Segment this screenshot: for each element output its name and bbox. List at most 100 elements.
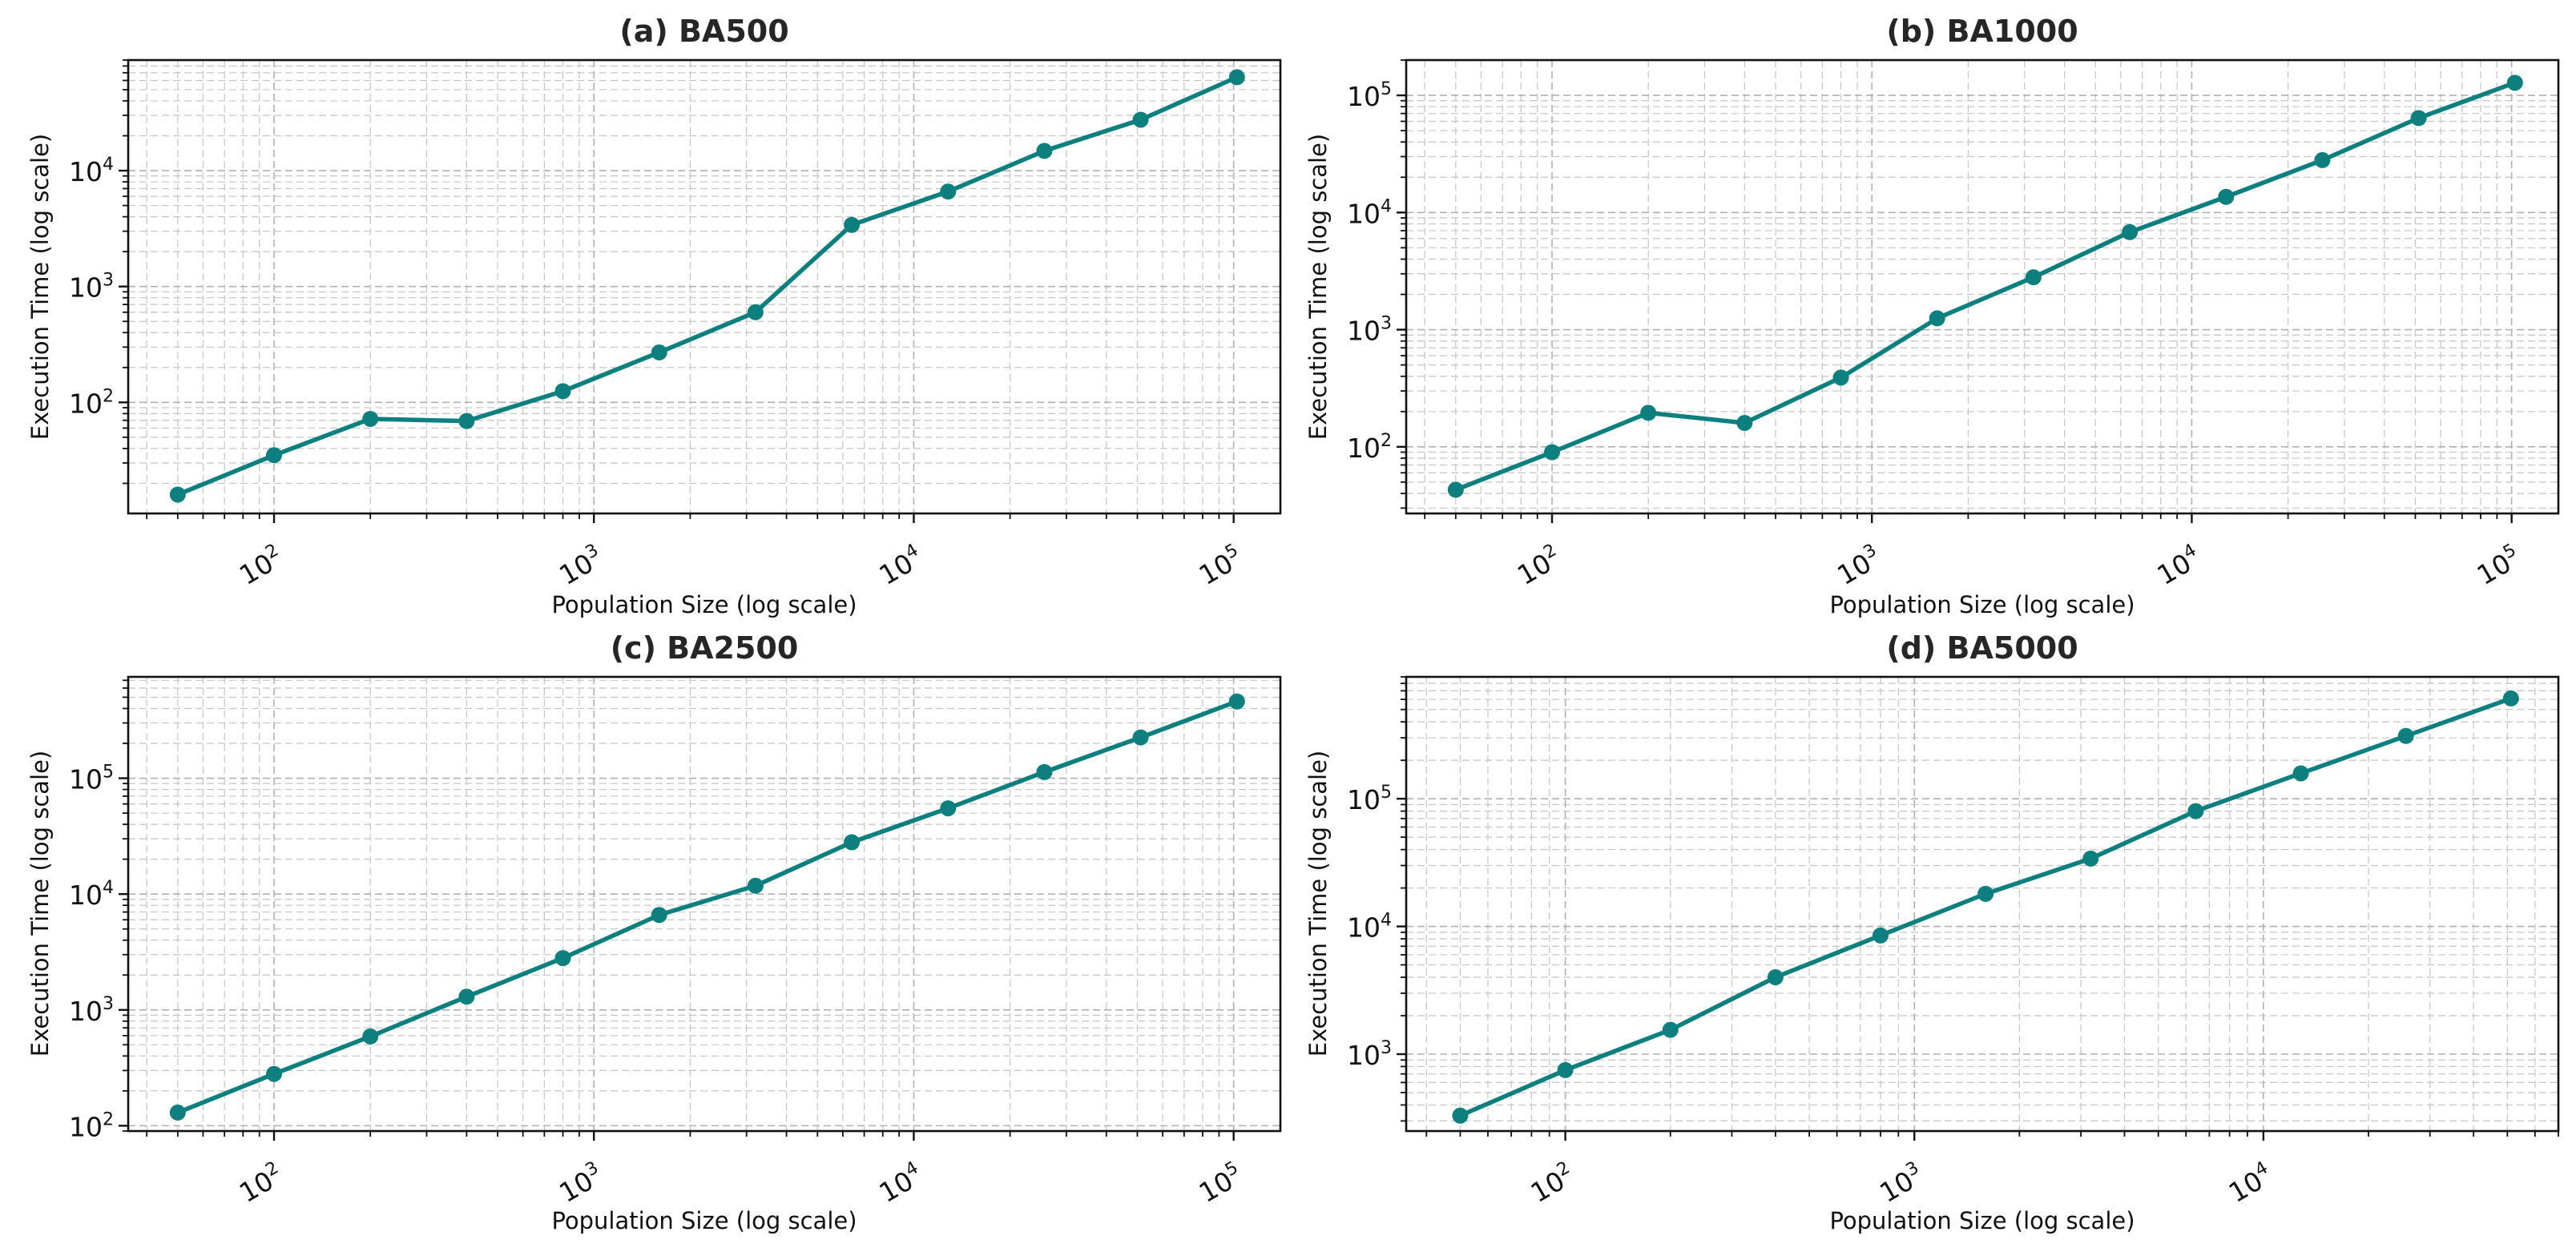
panel-b-xlabel: Population Size (log scale) — [1829, 591, 2135, 618]
data-point — [1977, 885, 1994, 902]
data-point — [1228, 69, 1245, 86]
series-line — [175, 74, 1240, 497]
data-point — [1557, 1061, 1574, 1078]
y-tick-label: 104 — [69, 155, 114, 187]
x-tick-label: 104 — [873, 540, 928, 591]
data-point — [458, 413, 475, 429]
y-tick-label: 102 — [69, 1109, 114, 1142]
y-tick-label: 104 — [1347, 911, 1392, 944]
series-line — [1453, 80, 2518, 493]
panel-a-xlabel: Population Size (log scale) — [551, 591, 857, 618]
plot-frame — [1405, 675, 2560, 1133]
data-point — [2292, 765, 2309, 782]
plot-frame — [1405, 58, 2560, 515]
data-point — [2122, 223, 2139, 240]
panel-d-title: (d) BA5000 — [1886, 630, 2078, 666]
panel-a-ylabel: Execution Time (log scale) — [26, 134, 54, 441]
panel-a-title: (a) BA500 — [619, 14, 788, 49]
panel-c-xlabel: Population Size (log scale) — [551, 1207, 857, 1234]
data-point — [169, 1104, 186, 1121]
panel-c: (c) BA2500 102 103 104 105 102 103 104 105 Popu… — [26, 630, 1282, 1234]
panel-d-ylabel: Execution Time (log scale) — [1304, 751, 1332, 1057]
x-tick-label: 103 — [553, 540, 608, 591]
data-point — [940, 800, 957, 817]
y-tick-label: 102 — [1347, 431, 1392, 464]
data-point — [1640, 405, 1657, 421]
data-point — [1832, 369, 1849, 386]
panel-c-title: (c) BA2500 — [611, 630, 799, 666]
x-tick-label: 102 — [1511, 540, 1566, 591]
data-point — [362, 410, 379, 427]
x-tick-label: 103 — [553, 1157, 608, 1209]
data-point — [2082, 850, 2099, 867]
y-tick-label: 103 — [69, 994, 114, 1027]
axis-ticks — [119, 59, 1235, 523]
y-tick-label: 103 — [69, 271, 114, 304]
data-point — [1736, 414, 1753, 431]
x-tick-label: 104 — [2151, 540, 2206, 591]
data-point — [940, 183, 957, 200]
x-tick-label: 103 — [1873, 1157, 1929, 1209]
x-tick-label: 105 — [1193, 540, 1248, 591]
data-point — [1662, 1021, 1679, 1038]
panel-d-xlabel: Population Size (log scale) — [1829, 1207, 2135, 1234]
x-tick-label: 104 — [873, 1157, 928, 1209]
series-line — [1457, 696, 2514, 1118]
data-point — [747, 877, 764, 894]
data-point — [1132, 111, 1149, 128]
axis-ticks — [1397, 59, 2513, 523]
x-tick-label: 102 — [233, 1157, 288, 1209]
data-point — [1767, 969, 1784, 986]
y-tick-label: 103 — [1347, 1038, 1392, 1071]
data-point — [1447, 481, 1464, 498]
x-tick-label: 105 — [2471, 540, 2526, 591]
data-point — [844, 834, 861, 851]
data-point — [1929, 310, 1945, 327]
data-point — [1873, 927, 1889, 944]
data-point — [1036, 143, 1053, 159]
data-point — [2397, 727, 2414, 744]
data-point — [747, 304, 764, 320]
data-point — [2314, 151, 2331, 168]
panel-b-ylabel: Execution Time (log scale) — [1304, 134, 1332, 441]
data-point — [651, 907, 667, 924]
panel-d: (d) BA5000 102 103 104 103 104 105 Population… — [1304, 630, 2560, 1234]
panel-b: (b) BA1000 102 103 104 105 102 103 104 105 Popu… — [1304, 14, 2560, 618]
plot-frame — [127, 675, 1282, 1133]
data-point — [2187, 803, 2204, 819]
y-tick-label: 103 — [1347, 314, 1392, 347]
y-tick-label: 102 — [69, 386, 114, 419]
data-point — [169, 486, 186, 503]
data-point — [2506, 74, 2523, 91]
panel-b-title: (b) BA1000 — [1886, 14, 2078, 49]
grid — [128, 677, 1280, 1132]
data-point — [1544, 444, 1561, 461]
data-point — [458, 988, 475, 1005]
data-point — [651, 344, 667, 360]
y-tick-label: 104 — [1347, 196, 1392, 229]
series-line — [175, 698, 1240, 1115]
panel-c-ylabel: Execution Time (log scale) — [26, 751, 54, 1057]
x-tick-label: 102 — [1525, 1157, 1580, 1209]
panel-a: (a) BA500 102 103 104 105 102 103 104 Populati… — [26, 14, 1282, 618]
data-point — [1036, 763, 1053, 780]
data-point — [1228, 693, 1245, 710]
y-tick-label: 105 — [1347, 783, 1392, 815]
axis-ticks — [1397, 676, 2559, 1141]
x-tick-label: 102 — [233, 540, 288, 591]
data-point — [554, 950, 571, 967]
data-point — [1132, 729, 1149, 746]
data-point — [1452, 1107, 1469, 1124]
data-point — [2502, 690, 2519, 706]
data-point — [2410, 110, 2427, 127]
data-point — [844, 216, 861, 233]
data-point — [266, 447, 283, 464]
x-tick-label: 105 — [1193, 1157, 1248, 1209]
grid — [1406, 59, 2558, 513]
y-tick-label: 105 — [69, 763, 114, 795]
axis-ticks — [119, 679, 1235, 1141]
y-tick-label: 105 — [1347, 79, 1392, 112]
data-point — [362, 1028, 379, 1045]
data-point — [2218, 188, 2235, 205]
